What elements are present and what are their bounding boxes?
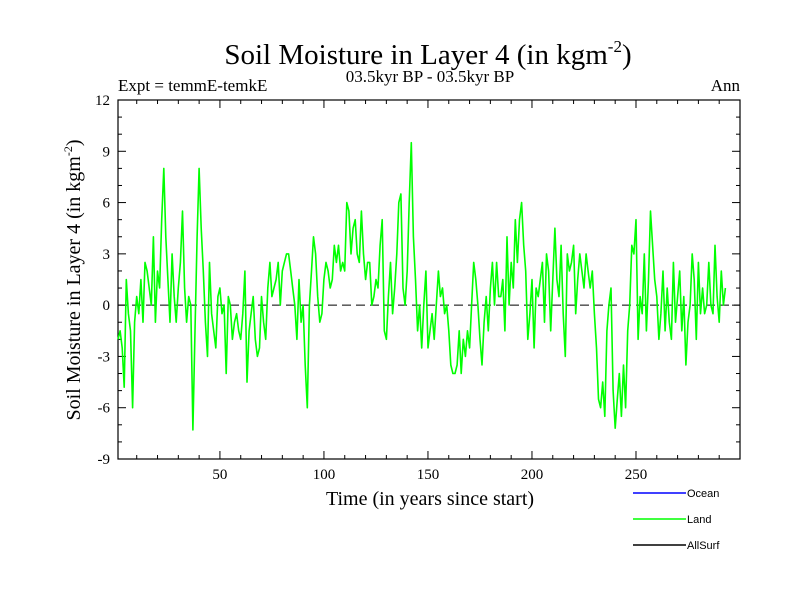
y-tick-label: -9: [98, 452, 111, 468]
chart-title: Soil Moisture in Layer 4 (in kgm-2): [224, 37, 631, 71]
x-tick-label: 200: [521, 467, 544, 483]
experiment-label: Expt = temmE-temkE: [118, 76, 267, 95]
series-group: [117, 141, 727, 431]
x-tick-label: 100: [313, 467, 336, 483]
legend-label-allsurf: AllSurf: [687, 540, 720, 552]
legend-label-land: Land: [687, 514, 711, 526]
y-tick-label: 3: [103, 247, 111, 263]
chart-title-main: Soil Moisture in Layer 4 (in kgm: [224, 39, 608, 71]
y-tick-label: 6: [103, 196, 111, 212]
y-axis: 12 9 6 3 0 -3 -6 -9: [95, 93, 740, 468]
season-label: Ann: [711, 76, 741, 95]
legend: Ocean Land AllSurf: [633, 488, 720, 552]
y-tick-label: -3: [98, 349, 111, 365]
chart-subtitle: 03.5kyr BP - 03.5kyr BP: [346, 67, 514, 86]
chart-title-close: ): [622, 39, 632, 71]
plot-frame: [117, 99, 741, 460]
y-tick-label: -6: [98, 401, 111, 417]
series-line-land: [117, 141, 727, 431]
y-tick-label: 0: [103, 298, 111, 314]
y-tick-label: 9: [103, 144, 111, 160]
x-tick-label: 250: [625, 467, 648, 483]
legend-label-ocean: Ocean: [687, 488, 719, 500]
y-axis-label-main: Soil Moisture in Layer 4 (in kgm: [63, 156, 85, 421]
chart-title-sup: -2: [608, 37, 622, 56]
y-axis-label-close: ): [63, 139, 85, 146]
y-tick-label: 12: [95, 93, 110, 109]
x-axis-label: Time (in years since start): [326, 488, 534, 510]
y-axis-label-sup: -2: [61, 146, 75, 156]
x-axis: 50 100 150 200 250: [136, 100, 720, 483]
y-axis-label: Soil Moisture in Layer 4 (in kgm-2): [61, 139, 85, 420]
x-tick-label: 50: [212, 467, 227, 483]
x-tick-label: 150: [417, 467, 440, 483]
